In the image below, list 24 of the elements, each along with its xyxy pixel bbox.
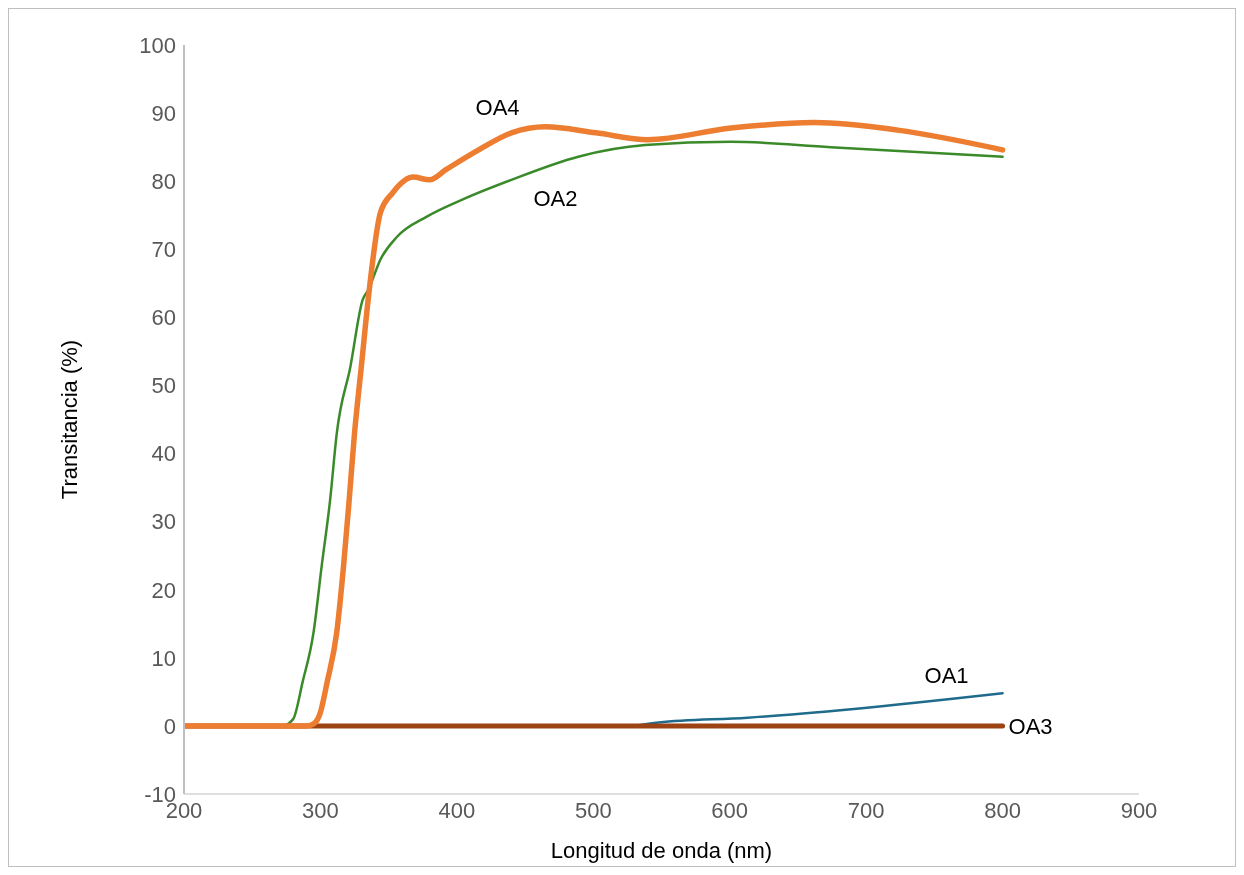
x-tick-label: 700 — [847, 797, 885, 823]
series-label: OA3 — [1008, 713, 1053, 739]
y-tick-label: 60 — [151, 305, 176, 331]
series-label: OA1 — [924, 663, 969, 689]
x-tick-label: 500 — [574, 797, 612, 823]
x-tick-label: 900 — [1120, 797, 1158, 823]
y-tick-label: 10 — [151, 645, 176, 671]
y-tick-label: 90 — [151, 100, 176, 126]
x-axis-title: Longitud de onda (nm) — [550, 838, 773, 863]
y-tick-label: 100 — [139, 32, 176, 58]
x-tick-label: 600 — [711, 797, 749, 823]
y-axis-title: Transitancia (%) — [56, 339, 82, 500]
y-tick-label: 70 — [151, 237, 176, 263]
x-tick-label: 400 — [438, 797, 476, 823]
x-tick-label: 800 — [984, 797, 1021, 823]
y-tick-label: 0 — [163, 713, 176, 739]
x-tick-label: 300 — [302, 797, 339, 823]
series-label: OA2 — [533, 185, 578, 211]
y-tick-label: 80 — [151, 168, 176, 194]
y-tick-label: 30 — [151, 509, 176, 535]
y-tick-label: 50 — [151, 373, 176, 399]
series-label: OA4 — [475, 94, 520, 120]
y-tick-label: 20 — [151, 577, 176, 603]
y-tick-label: 40 — [151, 441, 176, 467]
